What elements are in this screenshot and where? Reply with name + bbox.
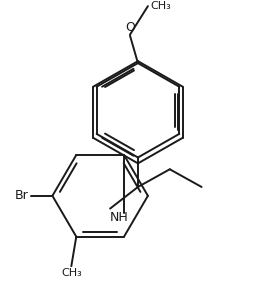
Text: O: O xyxy=(125,21,135,34)
Text: CH₃: CH₃ xyxy=(150,1,171,11)
Text: Br: Br xyxy=(15,189,29,202)
Text: CH₃: CH₃ xyxy=(61,268,82,278)
Text: NH: NH xyxy=(110,211,129,224)
